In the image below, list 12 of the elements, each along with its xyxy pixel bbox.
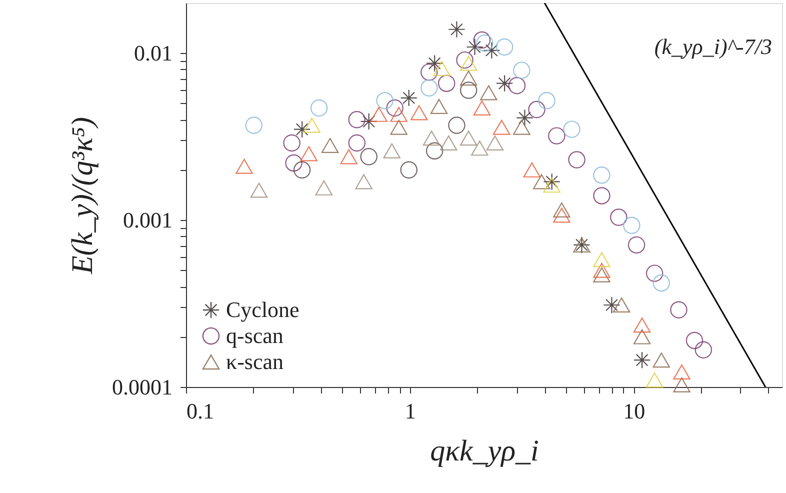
x-axis-title: qκk_yρ_i xyxy=(430,434,539,468)
y-tick-label: 0.0001 xyxy=(112,374,172,400)
legend-label: q-scan xyxy=(226,323,284,348)
y-tick-label: 0.001 xyxy=(123,208,172,233)
x-tick-label: 0.1 xyxy=(186,398,214,424)
annotation: (k_yρ_i)^-7/3 xyxy=(654,34,772,59)
y-axis-title: E(k_y)/(q³κ⁵) xyxy=(66,116,99,276)
legend-label: Cyclone xyxy=(226,297,300,322)
y-tick-label: 0.01 xyxy=(134,40,172,66)
legend-label: κ-scan xyxy=(226,349,284,374)
x-tick-label: 10 xyxy=(623,398,646,424)
x-tick-label: 1 xyxy=(404,398,416,424)
